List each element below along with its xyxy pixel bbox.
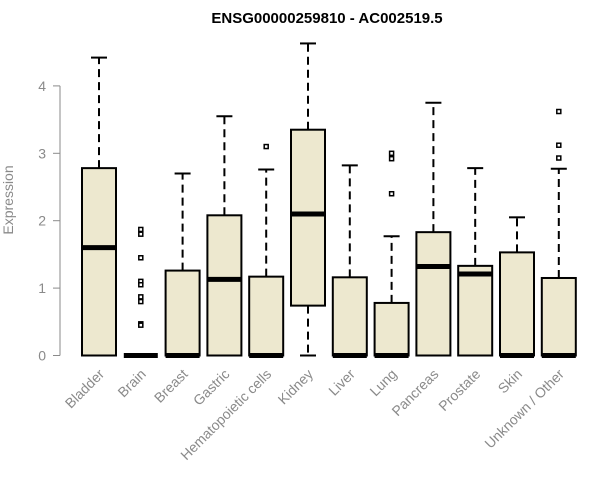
outlier-point <box>138 281 144 288</box>
outlier-point <box>138 294 144 300</box>
outlier-point <box>138 231 144 237</box>
outlier-point <box>263 143 269 150</box>
box-bladder <box>81 56 117 357</box>
box-pancreas <box>415 101 452 357</box>
box-lung <box>373 150 410 358</box>
outlier-point <box>388 190 395 197</box>
box-hematopoietic-cells <box>248 143 285 358</box>
x-tick-label: Breast <box>151 366 191 406</box>
box-iqr <box>206 214 243 357</box>
box-iqr <box>248 275 285 357</box>
box-kidney <box>290 42 326 357</box>
box-iqr <box>373 301 410 357</box>
outlier-point <box>138 226 144 233</box>
box-iqr <box>540 276 577 357</box>
x-tick-label: Bladder <box>62 366 108 412</box>
x-tick-label: Liver <box>325 366 358 399</box>
x-tick-label: Unknown / Other <box>481 366 567 452</box>
x-tick-label: Kidney <box>275 366 317 408</box>
y-tick-label: 1 <box>38 280 46 296</box>
y-tick-label: 3 <box>38 145 46 161</box>
box-iqr <box>415 231 452 357</box>
y-tick-label: 2 <box>38 213 46 229</box>
outlier-point <box>388 150 395 157</box>
box-gastric <box>206 115 243 357</box>
boxes-group <box>81 42 577 358</box>
outlier-point <box>556 108 562 115</box>
x-tick-label: Brain <box>114 366 148 400</box>
box-brain <box>123 226 158 358</box>
y-tick-label: 4 <box>38 78 46 94</box>
box-breast <box>164 172 201 358</box>
x-tick-label: Prostate <box>435 366 483 414</box>
y-axis-label: Expression <box>0 165 16 234</box>
chart-title: ENSG00000259810 - AC002519.5 <box>211 10 442 27</box>
box-skin <box>499 216 535 358</box>
outlier-point <box>556 155 562 161</box>
box-iqr <box>81 167 117 357</box>
box-liver <box>331 164 368 358</box>
box-prostate <box>457 167 494 357</box>
x-tick-label: Lung <box>366 366 399 399</box>
box-iqr <box>499 251 535 357</box>
outlier-point <box>138 322 144 328</box>
outlier-point <box>138 298 144 305</box>
y-axis: 0 1 2 3 4 <box>38 78 61 364</box>
outlier-point <box>556 142 562 148</box>
outlier-point <box>138 255 144 261</box>
outlier-point <box>388 155 395 162</box>
box-iqr <box>331 276 368 357</box>
box-iqr <box>457 264 494 357</box>
box-iqr <box>164 269 201 357</box>
box-iqr <box>290 128 326 307</box>
y-tick-label: 0 <box>38 348 46 364</box>
x-tick-label: Skin <box>495 366 526 397</box>
box-unknown-other <box>540 108 577 358</box>
